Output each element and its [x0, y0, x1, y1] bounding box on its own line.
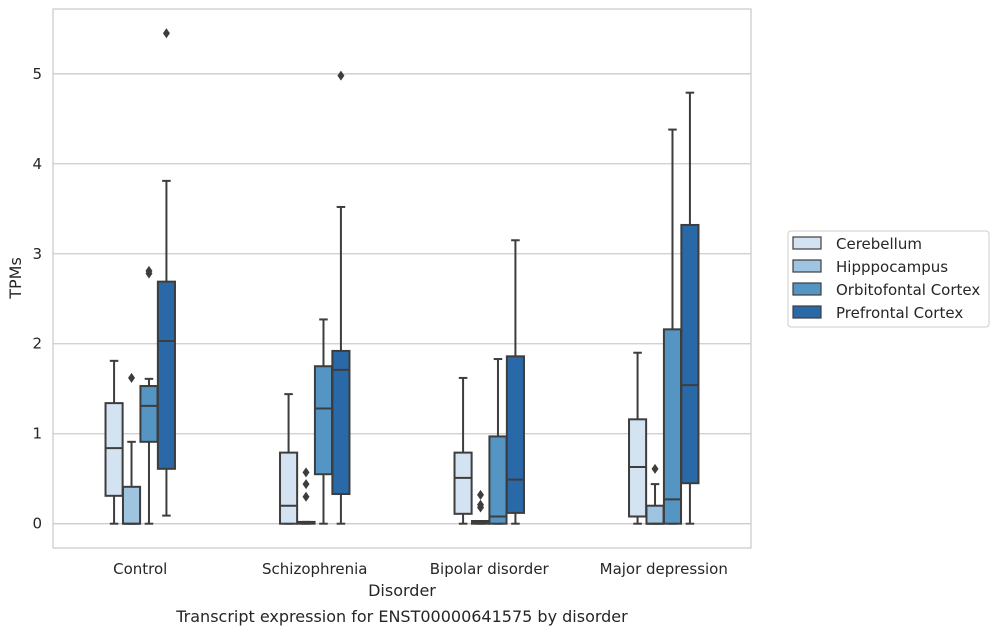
box-body	[680, 223, 700, 485]
box-3-1	[331, 70, 351, 525]
legend-swatch	[792, 259, 822, 273]
y-tick-label: 2	[32, 335, 42, 353]
box-0-0	[104, 359, 124, 525]
box-1-1	[296, 467, 316, 525]
outlier-point	[302, 491, 310, 502]
outlier-point	[145, 265, 153, 276]
box-body	[279, 451, 299, 525]
legend-label: Prefrontal Cortex	[836, 304, 963, 322]
box-1-2	[470, 489, 491, 525]
box-body	[121, 485, 142, 525]
box-1-0	[121, 372, 142, 525]
x-axis-ticks: Control Schizophrenia Bipolar disorder Majo…	[113, 560, 728, 578]
box-body	[156, 280, 176, 470]
legend: Cerebellum Hipppocampus Orbitofontal Corte…	[787, 230, 990, 328]
outlier-point	[477, 499, 485, 510]
box-2-2	[488, 358, 508, 525]
box-0-2	[453, 376, 473, 525]
chart-title: Transcript expression for ENST0000064157…	[175, 607, 628, 626]
box-0-3	[628, 351, 648, 525]
box-body	[139, 385, 159, 443]
legend-label: Orbitofontal Cortex	[836, 281, 980, 299]
y-axis-ticks: 0 1 2 3 4 5	[32, 65, 42, 533]
legend-label: Hipppocampus	[836, 258, 948, 276]
box-body	[313, 365, 334, 476]
box-body	[331, 349, 351, 496]
box-3-3	[680, 91, 700, 525]
y-tick-label: 3	[32, 245, 42, 263]
y-tick-label: 0	[32, 515, 42, 533]
outlier-point	[337, 70, 345, 81]
x-tick-label: Control	[113, 560, 167, 578]
legend-swatch	[792, 282, 822, 296]
outlier-point	[128, 372, 136, 383]
box-0-1	[279, 393, 299, 525]
box-body	[505, 355, 525, 514]
outlier-point	[651, 463, 659, 474]
box-3-0	[156, 28, 176, 517]
box-body	[104, 402, 124, 497]
box-body	[645, 504, 665, 525]
boxplots	[104, 28, 700, 525]
x-tick-label: Bipolar disorder	[430, 560, 550, 578]
legend-frame	[787, 230, 990, 328]
x-axis-label: Disorder	[368, 581, 436, 600]
outlier-point	[477, 489, 485, 500]
plot-frame	[52, 8, 752, 549]
y-tick-label: 5	[32, 65, 42, 83]
outlier-point	[302, 467, 310, 478]
legend-swatch	[792, 236, 822, 250]
y-tick-label: 4	[32, 155, 42, 173]
box-2-3	[662, 128, 683, 525]
y-axis-label: TPMs	[6, 257, 25, 300]
box-2-0	[139, 265, 159, 525]
legend-label: Cerebellum	[836, 235, 922, 253]
legend-swatch	[792, 305, 822, 319]
outlier-point	[302, 479, 310, 490]
x-tick-label: Schizophrenia	[262, 560, 367, 578]
box-body	[662, 328, 683, 525]
y-tick-label: 1	[32, 425, 42, 443]
box-2-1	[313, 318, 334, 525]
x-tick-label: Major depression	[600, 560, 728, 578]
box-body	[488, 435, 508, 525]
box-3-2	[505, 239, 525, 525]
box-body	[453, 451, 473, 515]
box-1-3	[645, 463, 665, 525]
outlier-point	[162, 28, 170, 39]
